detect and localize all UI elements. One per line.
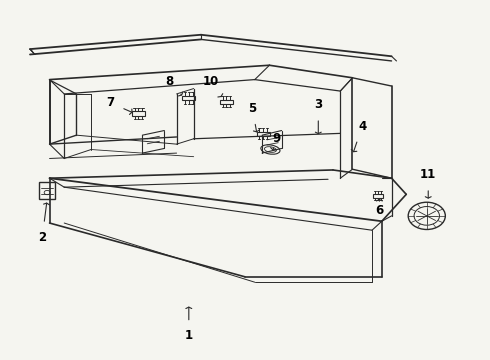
Text: 7: 7 — [106, 96, 132, 114]
Text: 9: 9 — [270, 132, 281, 150]
Bar — [39, 182, 55, 199]
Text: 6: 6 — [375, 199, 384, 217]
Text: 1: 1 — [185, 307, 193, 342]
Text: 4: 4 — [351, 120, 367, 152]
Text: 10: 10 — [203, 75, 223, 97]
Bar — [257, 132, 270, 136]
Bar — [182, 96, 195, 100]
Text: 5: 5 — [248, 102, 259, 132]
Bar — [372, 194, 383, 198]
Bar — [220, 100, 233, 104]
Text: 2: 2 — [38, 203, 49, 244]
Bar — [132, 112, 145, 116]
Text: 11: 11 — [420, 168, 437, 198]
Text: 8: 8 — [165, 75, 183, 96]
Text: 3: 3 — [314, 98, 322, 134]
